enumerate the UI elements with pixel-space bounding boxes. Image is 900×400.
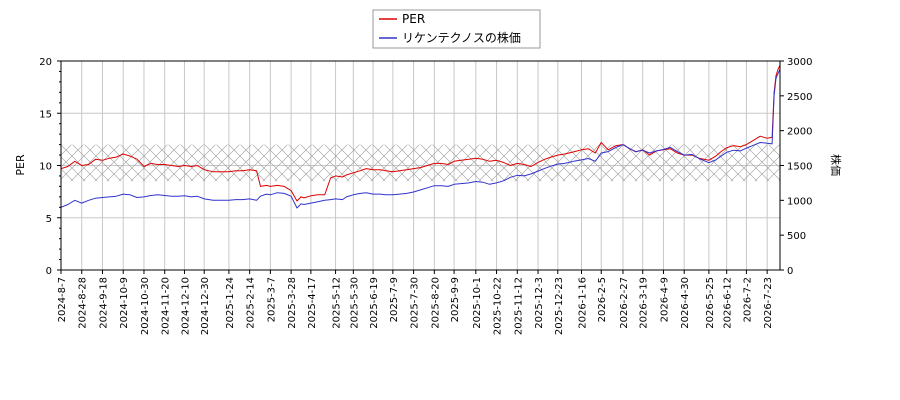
y-tick-label-right: 1500 [787, 162, 812, 173]
x-tick-label: 2024-11-20 [161, 277, 172, 335]
x-tick-label: 2025-11-12 [513, 277, 524, 335]
y-axis-right-title: 株価 [829, 154, 843, 176]
y-tick-label-right: 0 [787, 266, 793, 277]
series-line-price [61, 69, 780, 209]
x-tick-label: 2025-12-23 [554, 277, 565, 335]
y-tick-label-right: 2500 [787, 92, 812, 103]
legend: PER リケンテクノスの株価 [372, 9, 541, 49]
legend-box [372, 9, 541, 49]
legend-label-price: リケンテクノスの株価 [402, 30, 521, 45]
x-tick-label: 2024-12-30 [200, 277, 211, 335]
series-line-per [61, 64, 780, 202]
x-tick-label: 2026-7-23 [763, 277, 774, 329]
x-tick-label: 2025-3-7 [266, 277, 277, 322]
x-tick-label: 2024-8-7 [57, 277, 68, 322]
x-tick-label: 2026-1-16 [577, 277, 588, 329]
x-tick-label: 2026-7-2 [742, 277, 753, 322]
x-tick-label: 2025-6-19 [369, 277, 380, 329]
y-tick-label-left: 20 [39, 57, 52, 68]
x-tick-label: 2025-12-3 [534, 277, 545, 329]
x-tick-label: 2026-2-27 [619, 277, 630, 329]
y-tick-label-right: 2000 [787, 127, 812, 138]
legend-label-per: PER [402, 12, 425, 26]
x-tick-label: 2024-12-10 [180, 277, 191, 335]
y-tick-label-left: 15 [39, 109, 52, 120]
y-axis-right: 0 500 1000 1500 2000 2500 3000 [780, 57, 812, 277]
y-tick-label-right: 1000 [787, 196, 812, 207]
x-tick-label: 2025-4-17 [307, 277, 318, 329]
x-tick-label: 2025-10-22 [493, 277, 504, 335]
x-tick-label: 2026-4-30 [680, 277, 691, 329]
x-tick-label: 2025-8-20 [430, 277, 441, 329]
x-tick-label: 2024-10-30 [140, 277, 151, 335]
y-tick-label-right: 3000 [787, 57, 812, 68]
x-tick-label: 2025-5-30 [349, 277, 360, 329]
x-tick-label: 2025-10-1 [472, 277, 483, 329]
x-tick-label: 2025-7-30 [410, 277, 421, 329]
x-tick-label: 2024-10-9 [119, 277, 130, 329]
x-axis: 2024-8-7 2024-8-28 2024-9-18 2024-10-9 2024-… [57, 270, 774, 335]
y-axis-left: 0 5 10 15 20 [39, 57, 61, 277]
x-tick-label: 2026-6-12 [723, 277, 734, 329]
x-tick-label: 2026-2-5 [597, 277, 608, 322]
x-tick-label: 2025-1-24 [225, 277, 236, 329]
y-axis-left-title: PER [14, 154, 27, 176]
x-tick-label: 2025-9-9 [450, 277, 461, 322]
x-tick-label: 2025-5-12 [332, 277, 343, 329]
y-tick-label-right: 500 [787, 231, 806, 242]
x-tick-label: 2025-3-28 [287, 277, 298, 329]
y-tick-label-left: 0 [46, 266, 52, 277]
x-tick-label: 2026-5-25 [705, 277, 716, 329]
x-tick-label: 2025-2-14 [246, 277, 257, 329]
y-tick-label-left: 5 [46, 214, 52, 225]
x-tick-label: 2024-8-28 [78, 277, 89, 329]
x-tick-label: 2026-4-9 [659, 277, 670, 322]
series-lines [61, 64, 780, 209]
y-tick-label-left: 10 [39, 162, 52, 173]
x-tick-label: 2024-9-18 [98, 277, 109, 329]
x-tick-label: 2025-7-9 [389, 277, 400, 322]
x-tick-label: 2026-3-19 [639, 277, 650, 329]
